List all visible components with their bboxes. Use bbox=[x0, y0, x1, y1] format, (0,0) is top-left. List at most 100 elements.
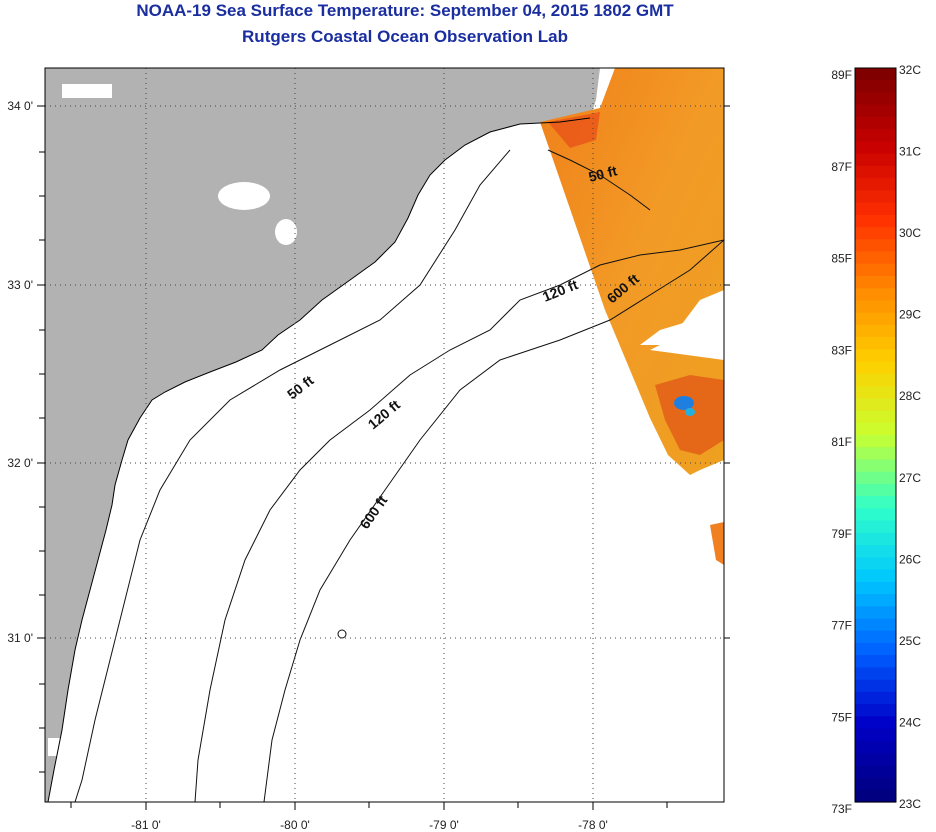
colorbar-band bbox=[855, 496, 896, 509]
colorbar bbox=[855, 68, 896, 803]
land-mass bbox=[45, 68, 600, 802]
colorbar-band bbox=[855, 679, 896, 693]
sst-swath-fragment bbox=[710, 522, 724, 565]
colorbar-label-celsius: 31C bbox=[899, 145, 921, 159]
colorbar-band bbox=[855, 777, 896, 791]
colorbar-band bbox=[855, 483, 896, 497]
colorbar-band bbox=[855, 691, 896, 705]
colorbar-band bbox=[855, 422, 896, 436]
colorbar-band bbox=[855, 251, 896, 265]
y-tick-label: 32 0' bbox=[7, 456, 33, 470]
sst-cool-spot bbox=[685, 408, 695, 416]
colorbar-band bbox=[855, 716, 896, 730]
colorbar-band bbox=[855, 141, 896, 155]
colorbar-label-fahrenheit: 81F bbox=[831, 435, 852, 449]
colorbar-label-celsius: 27C bbox=[899, 471, 921, 485]
map-subtitle: Rutgers Coastal Ocean Observation Lab bbox=[242, 27, 568, 46]
colorbar-label-celsius: 24C bbox=[899, 715, 921, 729]
colorbar-band bbox=[855, 104, 896, 118]
sst-cool-spot bbox=[674, 396, 694, 410]
x-tick-label: -78 0' bbox=[578, 818, 608, 832]
x-tick-label: -81 0' bbox=[131, 818, 161, 832]
colorbar-band bbox=[855, 227, 896, 240]
colorbar-band bbox=[855, 667, 896, 681]
colorbar-label-fahrenheit: 79F bbox=[831, 527, 852, 541]
colorbar-label-celsius: 29C bbox=[899, 308, 921, 322]
colorbar-label-fahrenheit: 73F bbox=[831, 802, 852, 816]
colorbar-band bbox=[855, 447, 896, 461]
colorbar-band bbox=[855, 642, 896, 656]
y-tick-label: 33 0' bbox=[7, 278, 33, 292]
colorbar-band bbox=[855, 569, 896, 583]
inland-lake bbox=[62, 84, 112, 98]
contour-label-50ft-offshore: 50 ft bbox=[587, 162, 619, 185]
small-contour-ring bbox=[337, 629, 347, 639]
colorbar-band bbox=[855, 789, 896, 803]
colorbar-band bbox=[855, 312, 896, 326]
colorbar-band bbox=[855, 765, 896, 779]
colorbar-label-celsius: 26C bbox=[899, 552, 921, 566]
colorbar-band bbox=[855, 337, 896, 350]
colorbar-band bbox=[855, 630, 896, 644]
colorbar-band bbox=[855, 324, 896, 338]
colorbar-band bbox=[855, 545, 896, 558]
colorbar-band bbox=[855, 153, 896, 167]
colorbar-band bbox=[855, 618, 896, 632]
colorbar-band bbox=[855, 459, 896, 473]
colorbar-band bbox=[855, 116, 896, 130]
colorbar-label-celsius: 30C bbox=[899, 226, 921, 240]
colorbar-band bbox=[855, 471, 896, 485]
y-tick-label: 31 0' bbox=[7, 631, 33, 645]
colorbar-band bbox=[855, 300, 896, 314]
map-frame bbox=[44, 67, 725, 803]
colorbar-label-fahrenheit: 85F bbox=[831, 252, 852, 266]
y-tick-label: 34 0' bbox=[7, 99, 33, 113]
colorbar-band bbox=[855, 520, 896, 534]
colorbar-frame bbox=[854, 67, 897, 803]
colorbar-band bbox=[855, 581, 896, 595]
colorbar-band bbox=[855, 508, 896, 522]
colorbar-band bbox=[855, 202, 896, 216]
colorbar-band bbox=[855, 239, 896, 253]
colorbar-band bbox=[855, 410, 896, 424]
colorbar-band bbox=[855, 557, 896, 571]
colorbar-label-fahrenheit: 75F bbox=[831, 710, 852, 724]
colorbar-band bbox=[855, 288, 896, 302]
sst-cloud-gap bbox=[640, 305, 724, 352]
sst-swath bbox=[540, 68, 724, 475]
colorbar-band bbox=[855, 655, 896, 669]
colorbar-label-celsius: 32C bbox=[899, 63, 921, 77]
colorbar-band bbox=[855, 594, 896, 607]
colorbar-band bbox=[855, 435, 896, 448]
contour-50ft bbox=[74, 149, 651, 802]
colorbar-label-fahrenheit: 87F bbox=[831, 160, 852, 174]
colorbar-band bbox=[855, 753, 896, 766]
colorbar-band bbox=[855, 178, 896, 191]
colorbar-band bbox=[855, 386, 896, 399]
colorbar-band bbox=[855, 165, 896, 179]
colorbar-band bbox=[855, 214, 896, 228]
x-tick-label: -79 0' bbox=[429, 818, 459, 832]
colorbar-band bbox=[855, 704, 896, 717]
contour-600ft bbox=[263, 239, 724, 802]
colorbar-band bbox=[855, 275, 896, 289]
colorbar-label-celsius: 28C bbox=[899, 389, 921, 403]
colorbar-label-fahrenheit: 77F bbox=[831, 619, 852, 633]
colorbar-band bbox=[855, 190, 896, 204]
colorbar-band bbox=[855, 80, 896, 94]
axis-ticks bbox=[37, 105, 730, 810]
colorbar-band bbox=[855, 349, 896, 363]
colorbar-label-celsius: 25C bbox=[899, 634, 921, 648]
colorbar-band bbox=[855, 740, 896, 754]
colorbar-label-celsius: 23C bbox=[899, 797, 921, 811]
colorbar-band bbox=[855, 606, 896, 620]
coastline bbox=[47, 117, 591, 802]
colorbar-band bbox=[855, 129, 896, 142]
x-tick-label: -80 0' bbox=[280, 818, 310, 832]
sst-warm-patch bbox=[548, 112, 600, 148]
colorbar-label-fahrenheit: 83F bbox=[831, 343, 852, 357]
colorbar-band bbox=[855, 398, 896, 412]
inland-lake bbox=[218, 182, 270, 210]
map-title: NOAA-19 Sea Surface Temperature: Septemb… bbox=[136, 1, 674, 20]
